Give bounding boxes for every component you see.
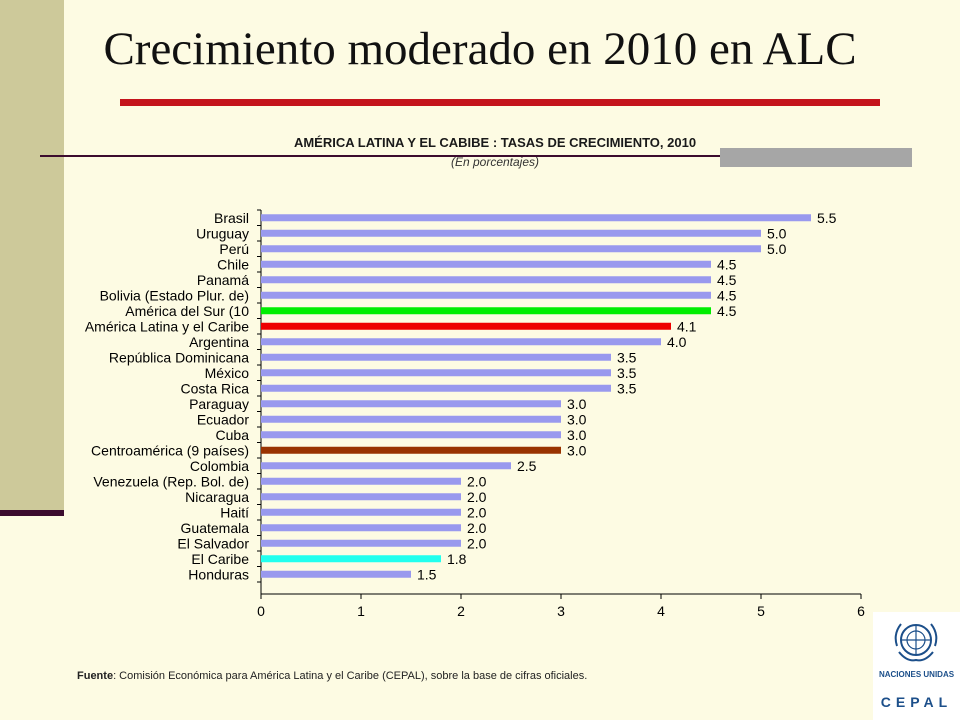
- category-label: Cuba: [216, 427, 250, 443]
- category-label: Bolivia (Estado Plur. de): [100, 287, 249, 303]
- value-label: 3.5: [617, 365, 637, 381]
- title-rule: [120, 99, 880, 106]
- logo-label-naciones-unidas: NACIONES UNIDAS: [878, 670, 955, 679]
- category-label: Honduras: [188, 566, 249, 582]
- value-label: 1.5: [417, 566, 437, 582]
- bar: [261, 338, 661, 346]
- value-label: 4.1: [677, 318, 697, 334]
- bar: [261, 508, 461, 516]
- value-label: 3.5: [617, 349, 637, 365]
- category-label: Perú: [219, 241, 249, 257]
- bar: [261, 555, 441, 563]
- x-tick-label: 1: [357, 603, 365, 619]
- category-label: Haití: [220, 504, 249, 520]
- value-label: 5.0: [767, 241, 787, 257]
- value-label: 4.5: [717, 256, 737, 272]
- x-tick-label: 3: [557, 603, 565, 619]
- category-label: Uruguay: [196, 225, 249, 241]
- value-label: 5.0: [767, 225, 787, 241]
- chart-title: AMÉRICA LATINA Y EL CABIBE : TASAS DE CR…: [293, 135, 697, 150]
- bar: [261, 539, 461, 547]
- bar: [261, 570, 411, 578]
- slide-title: Crecimiento moderado en 2010 en ALC: [103, 23, 857, 75]
- x-tick-label: 0: [257, 603, 265, 619]
- category-label: Paraguay: [189, 396, 249, 412]
- side-band: [0, 0, 64, 512]
- bar: [261, 245, 761, 253]
- bar: [261, 260, 711, 268]
- x-tick-label: 2: [457, 603, 465, 619]
- category-label: Brasil: [214, 210, 249, 226]
- bar: [261, 462, 511, 470]
- value-label: 3.0: [567, 396, 587, 412]
- value-label: 4.5: [717, 272, 737, 288]
- category-label: Chile: [217, 256, 249, 272]
- bar: [261, 477, 461, 485]
- bar: [261, 400, 561, 408]
- category-label: Ecuador: [197, 411, 249, 427]
- side-band-cap: [0, 510, 64, 516]
- bar: [261, 322, 671, 330]
- value-label: 2.0: [467, 473, 487, 489]
- x-tick-label: 6: [857, 603, 865, 619]
- value-label: 4.5: [717, 303, 737, 319]
- category-label: El Salvador: [177, 535, 249, 551]
- category-label: México: [205, 365, 250, 381]
- source-footnote: Fuente: Comisión Económica para América …: [77, 670, 587, 682]
- value-label: 2.0: [467, 489, 487, 505]
- bar: [261, 353, 611, 361]
- value-label: 2.0: [467, 504, 487, 520]
- separator-line: [40, 155, 912, 157]
- category-label: América del Sur (10: [125, 303, 249, 319]
- value-label: 4.0: [667, 334, 687, 350]
- footnote-text: : Comisión Económica para América Latina…: [113, 670, 588, 682]
- category-label: Colombia: [190, 458, 249, 474]
- x-tick-label: 5: [757, 603, 765, 619]
- value-label: 2.0: [467, 520, 487, 536]
- category-label: Costa Rica: [181, 380, 250, 396]
- bar: [261, 431, 561, 439]
- category-label: América Latina y el Caribe: [85, 318, 249, 334]
- chart-subtitle: (En porcentajes): [450, 155, 540, 169]
- bar: [261, 307, 711, 315]
- x-tick-label: 4: [657, 603, 665, 619]
- category-label: Guatemala: [181, 520, 250, 536]
- category-label: Nicaragua: [185, 489, 249, 505]
- cepal-logo: NACIONES UNIDAS CEPAL: [873, 612, 960, 720]
- value-label: 3.5: [617, 380, 637, 396]
- bar: [261, 524, 461, 532]
- footnote-label: Fuente: [77, 670, 114, 682]
- category-label: Venezuela (Rep. Bol. de): [93, 473, 249, 489]
- bar: [261, 446, 561, 454]
- logo-label-cepal: CEPAL: [880, 694, 953, 710]
- value-label: 3.0: [567, 411, 587, 427]
- value-label: 5.5: [817, 210, 837, 226]
- bar: [261, 229, 761, 237]
- value-label: 3.0: [567, 427, 587, 443]
- bar: [261, 493, 461, 501]
- bar: [261, 369, 611, 377]
- bar: [261, 415, 561, 423]
- category-label: República Dominicana: [109, 349, 249, 365]
- gray-bar-decoration: [720, 148, 912, 167]
- bar: [261, 276, 711, 284]
- value-label: 2.5: [517, 458, 537, 474]
- bar: [261, 291, 711, 299]
- category-label: El Caribe: [191, 551, 249, 567]
- value-label: 2.0: [467, 535, 487, 551]
- value-label: 1.8: [447, 551, 467, 567]
- value-label: 3.0: [567, 442, 587, 458]
- un-emblem-icon: [894, 623, 938, 662]
- category-label: Centroamérica (9 países): [91, 442, 249, 458]
- category-label: Argentina: [189, 334, 249, 350]
- bar: [261, 384, 611, 392]
- bar: [261, 214, 811, 222]
- value-label: 4.5: [717, 287, 737, 303]
- category-label: Panamá: [197, 272, 249, 288]
